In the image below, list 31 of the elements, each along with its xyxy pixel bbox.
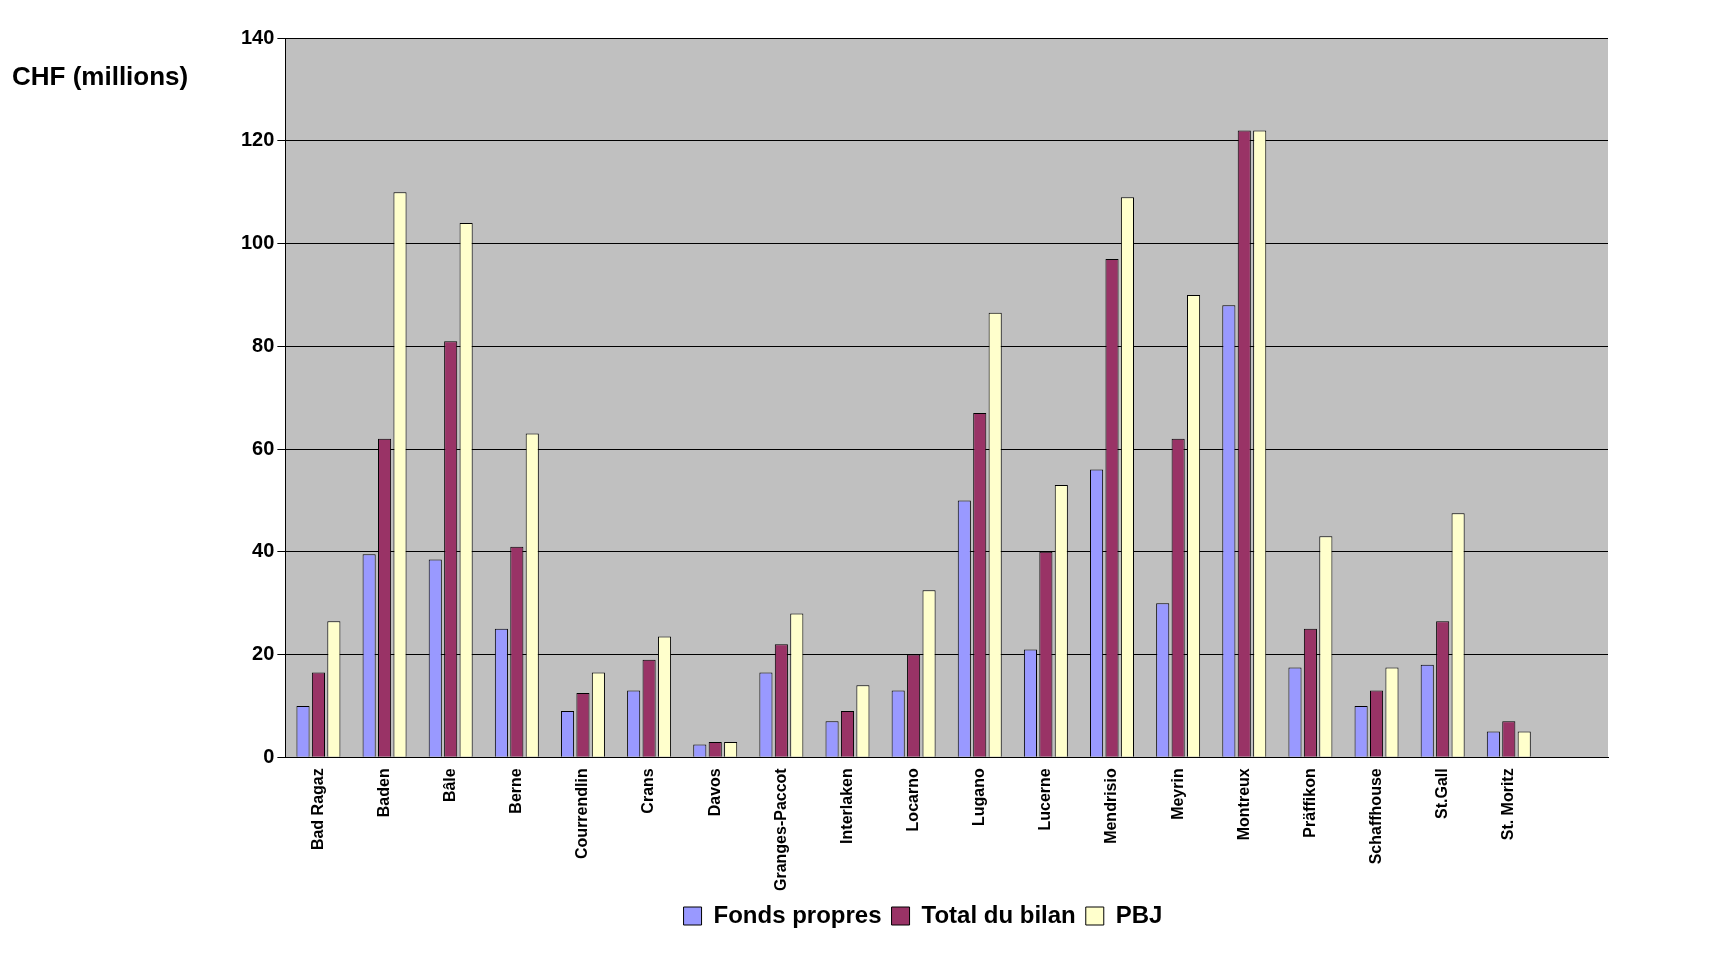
x-tick-label: Schaffhouse bbox=[1366, 768, 1384, 865]
y-tick-label: 140 bbox=[240, 25, 275, 48]
x-tick-label: Lugano bbox=[970, 768, 988, 827]
y-tick-label: 60 bbox=[252, 436, 275, 459]
y-tick-label: 20 bbox=[252, 642, 275, 665]
x-tick-label: Bad Ragaz bbox=[308, 768, 326, 851]
x-tick-label: St. Moritz bbox=[1499, 768, 1517, 841]
x-tick-label: Crans bbox=[639, 768, 657, 814]
y-tick-label: 100 bbox=[240, 231, 275, 254]
x-tick-label: Interlaken bbox=[837, 768, 855, 844]
legend-label: Fonds propres bbox=[713, 900, 882, 928]
x-tick-label: Baden bbox=[374, 768, 392, 818]
x-tick-label: Montreux bbox=[1234, 768, 1252, 841]
x-tick-label: Präffikon bbox=[1300, 768, 1318, 838]
x-tick-label: Davos bbox=[705, 768, 723, 817]
y-tick-label: 80 bbox=[252, 333, 275, 356]
legend-label: Total du bilan bbox=[921, 900, 1076, 928]
x-tick-label: Mendrisio bbox=[1102, 768, 1120, 844]
y-tick-label: 40 bbox=[252, 539, 275, 562]
x-tick-label: Lucerne bbox=[1036, 768, 1054, 831]
x-tick-label: Granges-Paccot bbox=[771, 767, 789, 892]
x-tick-label: Courrendlin bbox=[573, 768, 591, 859]
x-tick-label: St.Gall bbox=[1433, 768, 1451, 819]
x-tick-label: Berne bbox=[507, 768, 525, 814]
y-tick-label: 0 bbox=[263, 744, 275, 767]
y-tick-label: 120 bbox=[240, 128, 275, 151]
legend-label: PBJ bbox=[1115, 900, 1163, 928]
y-axis-title: CHF (millions) bbox=[12, 61, 189, 92]
x-tick-label: Bâle bbox=[441, 768, 459, 803]
x-tick-label: Meyrin bbox=[1168, 768, 1186, 820]
x-tick-label: Locarno bbox=[904, 768, 922, 832]
